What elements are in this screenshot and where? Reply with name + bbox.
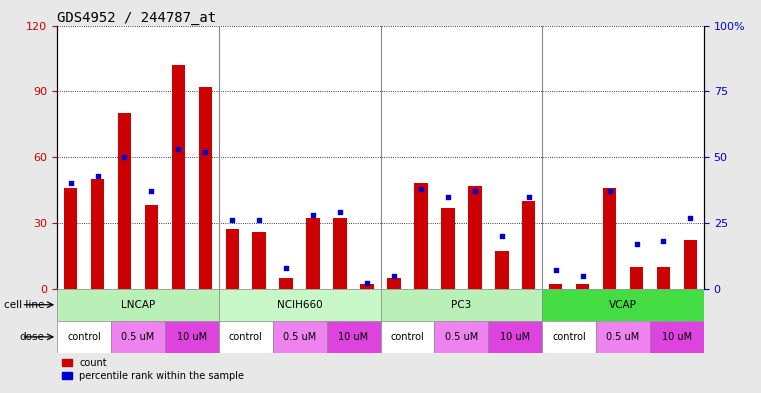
Text: control: control bbox=[67, 332, 101, 342]
Bar bbox=[603, 188, 616, 289]
Bar bbox=[219, 321, 272, 353]
Bar bbox=[57, 289, 219, 321]
Bar bbox=[435, 321, 489, 353]
Text: 10 uM: 10 uM bbox=[500, 332, 530, 342]
Text: 0.5 uM: 0.5 uM bbox=[444, 332, 478, 342]
Point bbox=[145, 188, 158, 195]
Bar bbox=[219, 289, 380, 321]
Point bbox=[658, 238, 670, 244]
Bar bbox=[307, 219, 320, 289]
Bar bbox=[387, 278, 401, 289]
Bar bbox=[326, 321, 380, 353]
Bar bbox=[630, 267, 643, 289]
Bar bbox=[57, 321, 111, 353]
Bar bbox=[468, 185, 482, 289]
Text: 0.5 uM: 0.5 uM bbox=[283, 332, 317, 342]
Point bbox=[495, 233, 508, 239]
Point bbox=[65, 180, 77, 187]
Point bbox=[415, 185, 427, 192]
Bar bbox=[380, 321, 435, 353]
Point bbox=[199, 149, 212, 155]
Bar bbox=[596, 321, 650, 353]
Bar bbox=[199, 87, 212, 289]
Point bbox=[119, 154, 131, 160]
Bar bbox=[489, 321, 542, 353]
Point bbox=[523, 193, 535, 200]
Bar bbox=[253, 231, 266, 289]
Text: cell line: cell line bbox=[4, 300, 44, 310]
Bar bbox=[576, 284, 589, 289]
Point bbox=[334, 209, 346, 215]
Text: NCIH660: NCIH660 bbox=[277, 300, 323, 310]
Point bbox=[684, 215, 696, 221]
Point bbox=[172, 146, 184, 152]
Text: control: control bbox=[229, 332, 263, 342]
Bar bbox=[650, 321, 704, 353]
Bar bbox=[683, 241, 697, 289]
Bar bbox=[172, 65, 185, 289]
Point bbox=[280, 264, 292, 271]
Bar bbox=[549, 284, 562, 289]
Text: 10 uM: 10 uM bbox=[662, 332, 692, 342]
Text: control: control bbox=[552, 332, 586, 342]
Point bbox=[307, 212, 319, 218]
Bar bbox=[91, 179, 104, 289]
Bar bbox=[145, 205, 158, 289]
Bar bbox=[543, 289, 704, 321]
Text: 10 uM: 10 uM bbox=[177, 332, 207, 342]
Point bbox=[469, 188, 481, 195]
Text: PC3: PC3 bbox=[451, 300, 472, 310]
Bar bbox=[380, 289, 542, 321]
Bar bbox=[522, 201, 536, 289]
Point bbox=[549, 267, 562, 274]
Bar bbox=[333, 219, 347, 289]
Text: dose: dose bbox=[19, 332, 44, 342]
Point bbox=[253, 217, 266, 223]
Bar bbox=[225, 230, 239, 289]
Text: control: control bbox=[390, 332, 425, 342]
Text: 0.5 uM: 0.5 uM bbox=[121, 332, 154, 342]
Text: VCAP: VCAP bbox=[609, 300, 637, 310]
Bar bbox=[360, 284, 374, 289]
Bar bbox=[118, 113, 131, 289]
Point bbox=[577, 272, 589, 279]
Text: LNCAP: LNCAP bbox=[121, 300, 155, 310]
Point bbox=[603, 188, 616, 195]
Text: GDS4952 / 244787_at: GDS4952 / 244787_at bbox=[57, 11, 216, 24]
Bar bbox=[64, 188, 78, 289]
Point bbox=[388, 272, 400, 279]
Point bbox=[91, 173, 103, 179]
Bar bbox=[441, 208, 454, 289]
Point bbox=[361, 280, 373, 286]
Bar bbox=[414, 184, 428, 289]
Legend: count, percentile rank within the sample: count, percentile rank within the sample bbox=[62, 358, 244, 381]
Bar bbox=[165, 321, 219, 353]
Point bbox=[226, 217, 238, 223]
Text: 10 uM: 10 uM bbox=[339, 332, 368, 342]
Text: 0.5 uM: 0.5 uM bbox=[607, 332, 640, 342]
Point bbox=[630, 241, 642, 247]
Bar bbox=[495, 252, 508, 289]
Bar bbox=[111, 321, 165, 353]
Bar bbox=[657, 267, 670, 289]
Bar bbox=[279, 278, 293, 289]
Point bbox=[442, 193, 454, 200]
Bar bbox=[272, 321, 326, 353]
Bar bbox=[543, 321, 596, 353]
